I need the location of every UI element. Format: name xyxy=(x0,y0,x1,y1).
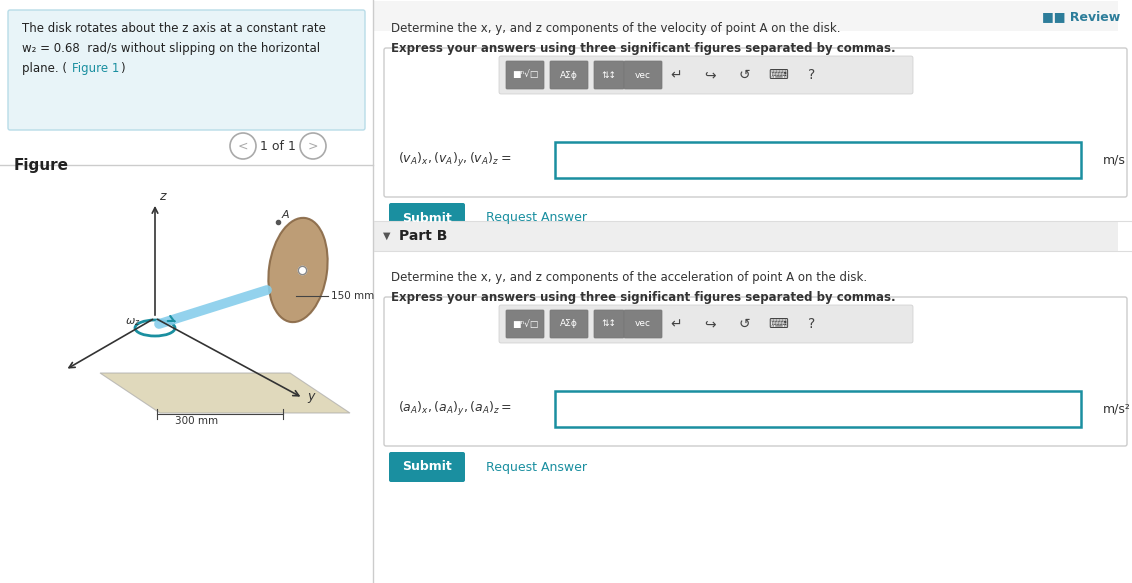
Text: 1 of 1: 1 of 1 xyxy=(260,139,295,153)
Text: z: z xyxy=(158,190,165,203)
Ellipse shape xyxy=(268,218,327,322)
Polygon shape xyxy=(100,373,350,413)
FancyBboxPatch shape xyxy=(550,310,588,338)
Text: Submit: Submit xyxy=(402,212,452,224)
Text: ↺: ↺ xyxy=(738,68,749,82)
Text: Part B: Part B xyxy=(398,229,447,243)
Text: $(v_A)_x, (v_A)_y, (v_A)_z =$: $(v_A)_x, (v_A)_y, (v_A)_z =$ xyxy=(398,151,512,169)
Text: Express your answers using three significant figures separated by commas.: Express your answers using three signifi… xyxy=(391,291,895,304)
Text: ■ⁿ√□: ■ⁿ√□ xyxy=(512,71,538,79)
Text: Determine the x, y, and z components of the acceleration of point A on the disk.: Determine the x, y, and z components of … xyxy=(391,271,867,284)
Text: ⇅↕: ⇅↕ xyxy=(601,319,617,328)
Text: m/s²: m/s² xyxy=(1103,402,1131,416)
Text: $\omega_z$: $\omega_z$ xyxy=(125,316,140,328)
Text: ⇅↕: ⇅↕ xyxy=(601,71,617,79)
Text: Express your answers using three significant figures separated by commas.: Express your answers using three signifi… xyxy=(391,42,895,55)
Text: AΣϕ: AΣϕ xyxy=(560,319,578,328)
Text: <: < xyxy=(238,139,248,153)
FancyBboxPatch shape xyxy=(624,310,662,338)
FancyBboxPatch shape xyxy=(499,305,914,343)
Text: ↵: ↵ xyxy=(670,68,681,82)
Text: Request Answer: Request Answer xyxy=(486,212,588,224)
Text: m/s: m/s xyxy=(1103,153,1126,167)
Text: ?: ? xyxy=(808,68,816,82)
Text: The disk rotates about the z axis at a constant rate: The disk rotates about the z axis at a c… xyxy=(22,22,326,35)
Text: $(a_A)_x, (a_A)_y, (a_A)_z =$: $(a_A)_x, (a_A)_y, (a_A)_z =$ xyxy=(398,400,512,418)
Text: AΣϕ: AΣϕ xyxy=(560,71,578,79)
Text: Request Answer: Request Answer xyxy=(486,461,588,473)
FancyBboxPatch shape xyxy=(374,1,1118,31)
Text: ⌨: ⌨ xyxy=(767,317,788,331)
FancyBboxPatch shape xyxy=(8,10,365,130)
FancyBboxPatch shape xyxy=(594,310,624,338)
Text: ↺: ↺ xyxy=(738,317,749,331)
Text: ?: ? xyxy=(808,317,816,331)
Text: ■■ Review: ■■ Review xyxy=(1041,10,1120,23)
Text: Submit: Submit xyxy=(402,461,452,473)
Text: vec: vec xyxy=(635,319,651,328)
FancyBboxPatch shape xyxy=(624,61,662,89)
Text: ↪: ↪ xyxy=(704,317,715,331)
FancyBboxPatch shape xyxy=(555,142,1081,178)
FancyBboxPatch shape xyxy=(389,203,465,233)
Text: Determine the x, y, and z components of the velocity of point A on the disk.: Determine the x, y, and z components of … xyxy=(391,22,840,35)
Text: w₂ = 0.68  rad/s without slipping on the horizontal: w₂ = 0.68 rad/s without slipping on the … xyxy=(22,42,320,55)
Text: ■ⁿ√□: ■ⁿ√□ xyxy=(512,319,538,328)
Text: Figure: Figure xyxy=(14,158,69,173)
FancyBboxPatch shape xyxy=(594,61,624,89)
Text: y: y xyxy=(307,390,315,403)
FancyBboxPatch shape xyxy=(550,61,588,89)
FancyBboxPatch shape xyxy=(506,310,544,338)
Text: ): ) xyxy=(120,62,125,75)
FancyBboxPatch shape xyxy=(384,48,1127,197)
Text: plane. (: plane. ( xyxy=(22,62,67,75)
FancyBboxPatch shape xyxy=(384,297,1127,446)
Text: ▼: ▼ xyxy=(383,231,391,241)
Text: 300 mm: 300 mm xyxy=(175,416,218,426)
Text: ↵: ↵ xyxy=(670,317,681,331)
FancyBboxPatch shape xyxy=(555,391,1081,427)
Text: 150 mm: 150 mm xyxy=(331,291,375,301)
Text: vec: vec xyxy=(635,71,651,79)
Text: Figure 1: Figure 1 xyxy=(72,62,119,75)
FancyBboxPatch shape xyxy=(499,56,914,94)
Text: A: A xyxy=(282,210,290,220)
FancyBboxPatch shape xyxy=(374,221,1118,251)
Text: ↪: ↪ xyxy=(704,68,715,82)
FancyBboxPatch shape xyxy=(389,452,465,482)
FancyBboxPatch shape xyxy=(506,61,544,89)
Text: >: > xyxy=(308,139,318,153)
Text: ⌨: ⌨ xyxy=(767,68,788,82)
